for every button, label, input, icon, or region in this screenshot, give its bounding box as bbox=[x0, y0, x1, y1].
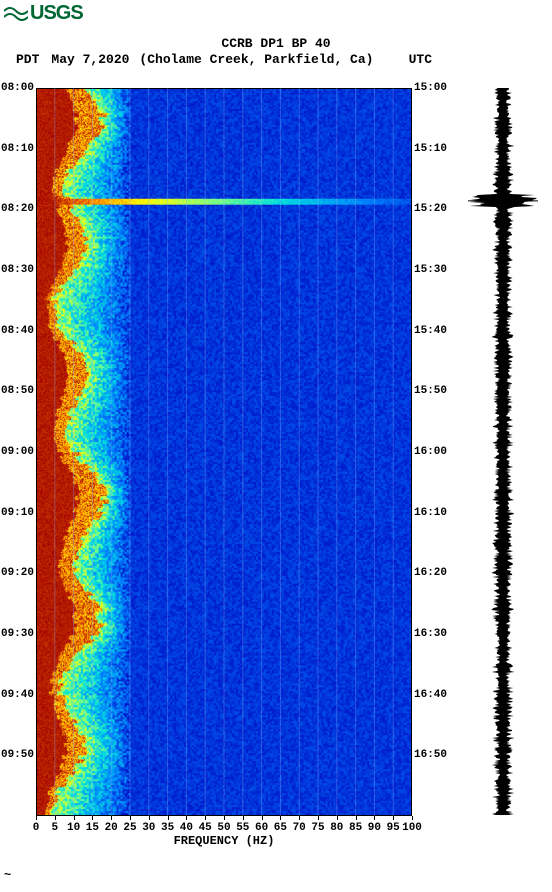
x-tick: 85 bbox=[349, 822, 362, 834]
y-tick-pdt: 09:50 bbox=[1, 749, 34, 761]
y-tick-pdt: 08:30 bbox=[1, 264, 34, 276]
x-tick: 25 bbox=[123, 822, 136, 834]
y-tick-utc: 15:20 bbox=[414, 203, 447, 215]
y-tick-pdt: 08:50 bbox=[1, 385, 34, 397]
y-tick-pdt: 09:40 bbox=[1, 689, 34, 701]
y-tick-utc: 16:00 bbox=[414, 446, 447, 458]
x-tick: 100 bbox=[402, 822, 422, 834]
y-tick-pdt: 09:10 bbox=[1, 507, 34, 519]
x-tick: 10 bbox=[67, 822, 80, 834]
x-tick: 80 bbox=[330, 822, 343, 834]
x-tick: 0 bbox=[33, 822, 40, 834]
y-axis-pdt: 08:0008:1008:2008:3008:4008:5009:0009:10… bbox=[0, 88, 36, 816]
x-axis-label: FREQUENCY (HZ) bbox=[36, 834, 412, 848]
x-tick: 55 bbox=[236, 822, 249, 834]
x-tick: 35 bbox=[161, 822, 174, 834]
x-tick: 15 bbox=[86, 822, 99, 834]
y-axis-utc: 15:0015:1015:2015:3015:4015:5016:0016:10… bbox=[412, 88, 456, 816]
waveform-trace bbox=[468, 88, 538, 816]
y-tick-pdt: 09:20 bbox=[1, 567, 34, 579]
y-tick-pdt: 09:00 bbox=[1, 446, 34, 458]
x-tick: 90 bbox=[368, 822, 381, 834]
x-tick: 20 bbox=[105, 822, 118, 834]
y-tick-utc: 16:40 bbox=[414, 689, 447, 701]
x-tick: 95 bbox=[387, 822, 400, 834]
chart-subtitle-row: PDT May 7,2020 (Cholame Creek, Parkfield… bbox=[10, 52, 542, 67]
y-tick-utc: 16:10 bbox=[414, 507, 447, 519]
x-tick: 40 bbox=[180, 822, 193, 834]
y-tick-pdt: 08:20 bbox=[1, 203, 34, 215]
utc-label: UTC bbox=[409, 52, 432, 67]
y-tick-utc: 15:30 bbox=[414, 264, 447, 276]
date-label: May 7,2020 bbox=[51, 52, 129, 67]
y-tick-pdt: 09:30 bbox=[1, 628, 34, 640]
usgs-logo: USGS bbox=[4, 2, 83, 25]
x-tick: 75 bbox=[311, 822, 324, 834]
location-label: (Cholame Creek, Parkfield, Ca) bbox=[139, 52, 373, 67]
x-tick: 50 bbox=[217, 822, 230, 834]
x-tick: 60 bbox=[255, 822, 268, 834]
chart-title: CCRB DP1 BP 40 bbox=[0, 36, 552, 53]
x-tick: 70 bbox=[293, 822, 306, 834]
footer-mark: ~ bbox=[4, 868, 11, 882]
x-tick: 30 bbox=[142, 822, 155, 834]
usgs-wave-icon bbox=[4, 5, 28, 23]
y-tick-pdt: 08:10 bbox=[1, 143, 34, 155]
x-tick: 5 bbox=[51, 822, 58, 834]
waveform-panel bbox=[468, 88, 538, 816]
x-tick: 65 bbox=[274, 822, 287, 834]
y-tick-utc: 15:10 bbox=[414, 143, 447, 155]
y-tick-pdt: 08:40 bbox=[1, 325, 34, 337]
y-tick-utc: 15:40 bbox=[414, 325, 447, 337]
y-tick-utc: 15:00 bbox=[414, 82, 447, 94]
spectrogram-canvas bbox=[36, 88, 412, 816]
y-tick-utc: 16:30 bbox=[414, 628, 447, 640]
y-tick-utc: 16:50 bbox=[414, 749, 447, 761]
x-axis-frequency: 0510152025303540455055606570758085909510… bbox=[36, 816, 412, 836]
y-tick-utc: 16:20 bbox=[414, 567, 447, 579]
y-tick-utc: 15:50 bbox=[414, 385, 447, 397]
y-tick-pdt: 08:00 bbox=[1, 82, 34, 94]
spectrogram-plot bbox=[36, 88, 412, 816]
x-tick: 45 bbox=[199, 822, 212, 834]
chart-title-line1: CCRB DP1 BP 40 bbox=[0, 36, 552, 51]
usgs-logo-text: USGS bbox=[30, 2, 83, 25]
pdt-label: PDT bbox=[16, 52, 39, 67]
